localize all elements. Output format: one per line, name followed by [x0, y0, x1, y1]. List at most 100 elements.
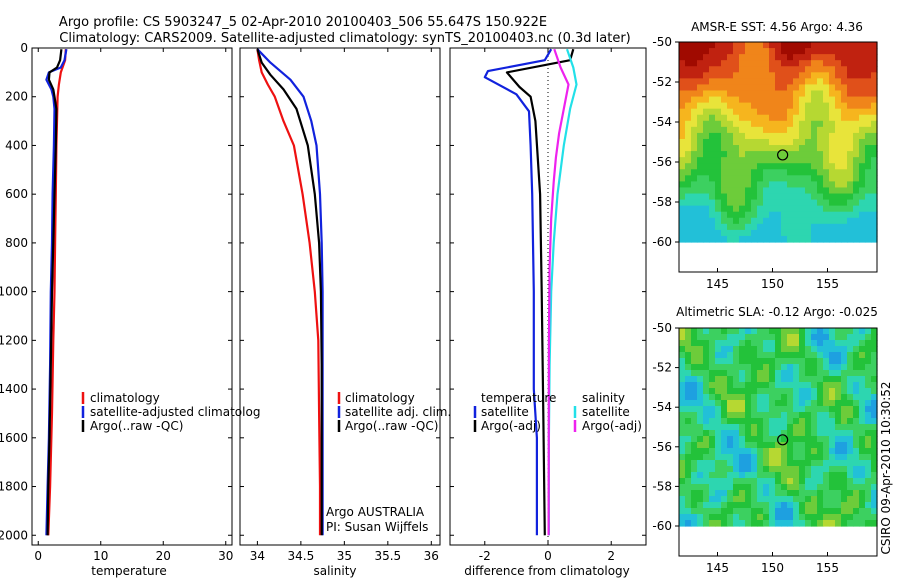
map-cell: [853, 138, 860, 146]
map-cell: [751, 346, 758, 353]
map-cell: [775, 454, 782, 461]
map-cell: [751, 48, 758, 55]
map-cell: [865, 175, 872, 182]
map-cell: [811, 229, 818, 237]
map-cell: [697, 169, 704, 176]
map-cell: [751, 502, 758, 509]
map-cell: [799, 211, 806, 219]
map-cell: [847, 340, 854, 347]
map-cell: [841, 490, 848, 497]
map-cell: [811, 169, 818, 176]
map-cell: [787, 406, 794, 413]
map-cell: [847, 169, 854, 176]
map-cell: [817, 72, 824, 79]
map-cell: [721, 229, 728, 237]
map-cell: [679, 205, 686, 213]
map-cell: [811, 376, 818, 383]
map-cell: [799, 478, 806, 485]
map-cell: [703, 334, 710, 341]
map-cell: [739, 520, 746, 527]
map-cell: [865, 430, 872, 437]
map-cell: [703, 406, 710, 413]
map-cell: [679, 436, 686, 443]
map-cell: [781, 334, 788, 341]
map-cell: [775, 346, 782, 353]
map-cell: [727, 352, 734, 359]
map-cell: [763, 78, 770, 86]
map-cell: [793, 235, 800, 243]
map-cell: [763, 376, 770, 383]
map-cell: [775, 96, 782, 104]
map-cell: [865, 205, 872, 213]
map-cell: [865, 163, 872, 170]
map-cell: [775, 187, 782, 195]
map-cell: [757, 120, 764, 128]
map-cell: [721, 430, 728, 437]
map-cell: [757, 502, 764, 509]
map-cell: [691, 138, 698, 146]
map-cell: [721, 472, 728, 479]
map-cell: [823, 382, 830, 389]
map-cell: [703, 181, 710, 189]
map-cell: [865, 42, 872, 49]
map-cell: [871, 478, 878, 485]
map-cell: [703, 358, 710, 365]
map-cell: [685, 78, 692, 86]
map-cell: [685, 442, 692, 449]
map-cell: [709, 454, 716, 461]
map-cell: [793, 460, 800, 467]
map-cell: [793, 120, 800, 128]
map-cell: [709, 388, 716, 395]
map-cell: [859, 235, 866, 243]
map-cell: [781, 412, 788, 419]
map-cell: [691, 217, 698, 225]
map-cell: [871, 235, 878, 243]
map-cell: [727, 346, 734, 353]
legend-label-satellite: satellite adj. clim.: [345, 405, 451, 419]
map-cell: [811, 334, 818, 341]
map-cell: [853, 352, 860, 359]
map-cell: [841, 448, 848, 455]
map-cell: [871, 126, 878, 134]
map-cell: [757, 376, 764, 383]
map-cell: [859, 48, 866, 55]
map-cell: [733, 484, 740, 491]
map-cell: [841, 418, 848, 425]
map-cell: [679, 454, 686, 461]
map-cell: [859, 508, 866, 515]
map-cell: [709, 364, 716, 371]
map-cell: [763, 448, 770, 455]
map-cell: [835, 66, 842, 73]
map-cell: [697, 72, 704, 79]
map-cell: [709, 151, 716, 158]
map-cell: [751, 84, 758, 92]
map-cell: [793, 96, 800, 104]
map-cell: [817, 400, 824, 407]
map-cell: [751, 394, 758, 401]
map-cell: [865, 145, 872, 152]
map-cell: [715, 478, 722, 485]
map-cell: [745, 48, 752, 55]
map-cell: [745, 145, 752, 152]
map-cell: [709, 157, 716, 164]
series-line-sal_argo: [547, 48, 570, 536]
map-cell: [715, 334, 722, 341]
map-cell: [835, 436, 842, 443]
map-cell: [823, 496, 830, 503]
map-cell: [787, 376, 794, 383]
map-cell: [823, 442, 830, 449]
map-cell: [805, 418, 812, 425]
map-cell: [799, 358, 806, 365]
map-cell: [811, 412, 818, 419]
map-cell: [781, 496, 788, 503]
map-cell: [835, 496, 842, 503]
y-tick-label: 1800: [0, 480, 28, 494]
map-cell: [871, 157, 878, 164]
map-cell: [769, 520, 776, 527]
map-cell: [763, 502, 770, 509]
map-cell: [841, 334, 848, 341]
map-cell: [811, 406, 818, 413]
map-cell: [685, 72, 692, 79]
map-cell: [721, 96, 728, 104]
map-cell: [685, 60, 692, 67]
